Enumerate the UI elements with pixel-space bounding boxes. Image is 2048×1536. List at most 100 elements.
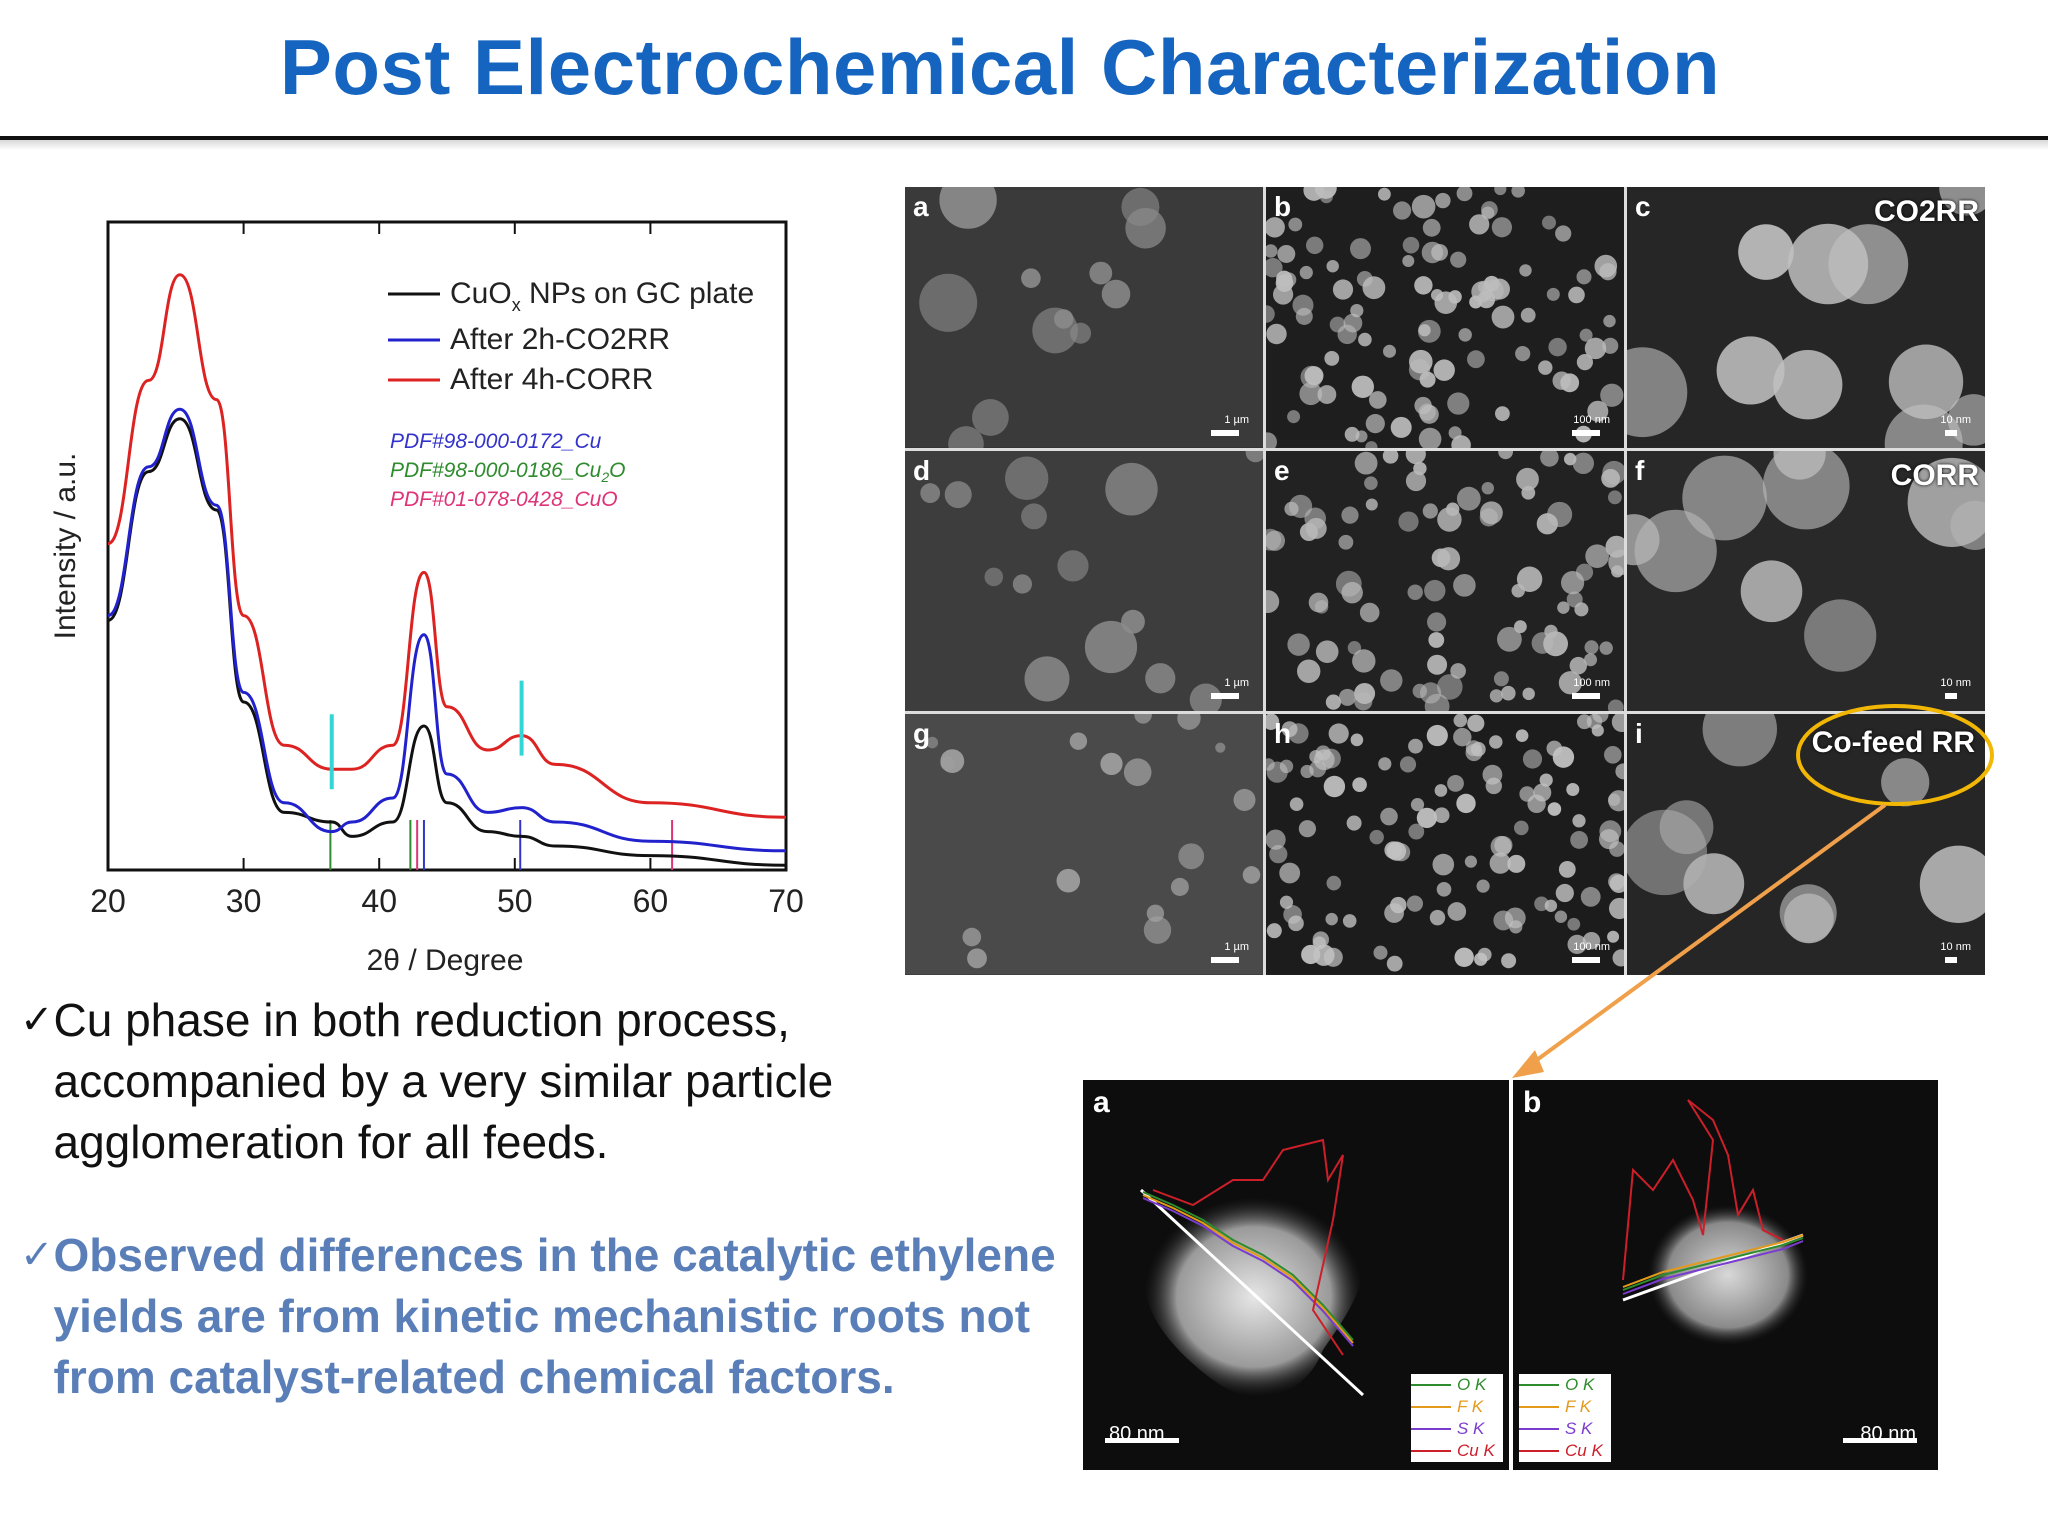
bullet-list: ✓ Cu phase in both reduction process, ac… (20, 990, 1060, 1460)
bullet-text-2: Observed differences in the catalytic et… (53, 1229, 1056, 1403)
series-line-2 (107, 407, 787, 853)
scale-bar (1945, 956, 1957, 963)
x-tick-label: 70 (768, 883, 804, 919)
sem-tile-e: e 100 nm (1266, 450, 1624, 712)
tem-legend: O K F K S K Cu K (1519, 1374, 1611, 1462)
scale-bar (1945, 429, 1957, 436)
scale-label: 100 nm (1573, 413, 1610, 426)
tile-letter: b (1274, 191, 1292, 222)
pdf-ref-cu: PDF#98-000-0172_Cu (390, 430, 602, 453)
title-divider-shadow (0, 140, 2048, 150)
tem-image-a (1105, 1138, 1365, 1443)
legend-cu: Cu K (1411, 1440, 1503, 1462)
tem-legend: O K F K S K Cu K (1411, 1374, 1503, 1462)
tag-co2rr: CO2RR (1873, 195, 1979, 228)
scale-label: 10 nm (1940, 413, 1971, 426)
tem-panel-a: a 80 nm O K F K S K Cu K (1083, 1080, 1509, 1470)
scale-bar (1945, 693, 1957, 700)
tem-letter: a (1093, 1086, 1110, 1119)
sem-tile-c: c CO2RR 10 nm (1627, 187, 1985, 448)
sem-tile-a: a 1 µm (905, 187, 1263, 448)
tem-panel-b: b 80 nm O K F K S K Cu K (1513, 1080, 1938, 1470)
linescan-s (1142, 1197, 1354, 1347)
x-tick-label: 40 (361, 883, 397, 919)
linescan-cu (1152, 1138, 1344, 1356)
scale-label: 100 nm (1573, 940, 1610, 953)
legend-o: O K (1411, 1374, 1503, 1396)
scale-label: 10 nm (1940, 940, 1971, 953)
linescan-line (1139, 1188, 1365, 1397)
tile-letter: f (1635, 454, 1645, 486)
scale-label: 1 µm (1224, 940, 1249, 953)
tem-scale-bar (1105, 1438, 1179, 1443)
title-divider (0, 136, 2048, 140)
sem-texture (1627, 450, 1985, 712)
xrd-chart: 20 30 40 50 60 70 CuOx NPs on GC plate After … (49, 220, 804, 977)
x-tick-label: 50 (497, 883, 533, 919)
scale-label: 1 µm (1224, 677, 1249, 690)
tile-letter: h (1274, 718, 1292, 750)
sem-texture (1627, 187, 1985, 448)
legend-o: O K (1519, 1374, 1611, 1396)
tem-image-b (1622, 1099, 1917, 1443)
legend-label: O K (1457, 1375, 1487, 1394)
tem-scale-label: 80 nm (1109, 1423, 1165, 1445)
arrow-head (1512, 1050, 1544, 1078)
sem-texture (905, 450, 1263, 712)
linescan-f (1622, 1234, 1804, 1288)
pdf-ref-cu2o: PDF#98-000-0186_Cu2O (390, 459, 625, 485)
bullet-item: ✓ Observed differences in the catalytic … (20, 1225, 1060, 1408)
sem-texture (1266, 714, 1624, 975)
sem-tile-d: d 1 µm (905, 450, 1263, 712)
scale-bar (1211, 693, 1239, 700)
tile-letter: c (1635, 191, 1651, 222)
sem-tile-i: i Co-feed RR 10 nm (1627, 714, 1985, 975)
tem-scale-bar (1843, 1438, 1917, 1443)
legend-label: S K (1457, 1419, 1485, 1438)
legend-entry-2: After 2h-CO2RR (450, 323, 670, 356)
scale-label: 10 nm (1940, 677, 1971, 690)
linescan-o (1142, 1191, 1354, 1341)
bullet-item: ✓ Cu phase in both reduction process, ac… (20, 990, 1060, 1173)
linescan-f (1142, 1194, 1354, 1344)
sem-texture (905, 714, 1263, 975)
bullet-text-1: Cu phase in both reduction process, acco… (53, 994, 834, 1168)
x-tick-label: 60 (633, 883, 669, 919)
scale-bar (1211, 429, 1239, 436)
sem-tile-f: f CORR 10 nm (1627, 450, 1985, 712)
legend-label: Cu K (1565, 1441, 1603, 1460)
tile-letter: i (1635, 718, 1643, 750)
linescan-o (1622, 1237, 1804, 1291)
chart-legend: CuOx NPs on GC plate After 2h-CO2RR Afte… (388, 277, 754, 511)
sem-tile-b: b 100 nm (1266, 187, 1624, 448)
scale-label: 100 nm (1573, 677, 1610, 690)
tem-letter: b (1523, 1086, 1542, 1119)
scale-label: 1 µm (1224, 413, 1249, 426)
legend-entry-1: CuOx NPs on GC plate (450, 277, 754, 315)
sem-texture (905, 187, 1263, 448)
linescan-s (1622, 1240, 1804, 1295)
legend-f: F K (1411, 1396, 1503, 1418)
legend-label: O K (1565, 1375, 1595, 1394)
series-line-1 (107, 417, 787, 867)
check-icon: ✓ (20, 998, 54, 1042)
x-axis-label: 2θ / Degree (367, 944, 524, 977)
tile-letter: a (913, 191, 929, 222)
legend-s: S K (1519, 1418, 1611, 1440)
linescan-cu (1622, 1099, 1784, 1281)
tem-scale-label: 80 nm (1860, 1423, 1916, 1445)
legend-s: S K (1411, 1418, 1503, 1440)
y-axis-label: Intensity / a.u. (49, 453, 82, 640)
legend-label: F K (1565, 1397, 1592, 1416)
sem-tile-h: h 100 nm (1266, 714, 1624, 975)
sem-tile-g: g 1 µm (905, 714, 1263, 975)
legend-cu: Cu K (1519, 1440, 1611, 1462)
scale-bar (1572, 693, 1600, 700)
x-tick-label: 20 (90, 883, 126, 919)
tile-letter: d (913, 454, 931, 486)
sem-texture (1266, 187, 1624, 448)
legend-label: Cu K (1457, 1441, 1495, 1460)
x-tick-label: 30 (226, 883, 262, 919)
check-icon: ✓ (20, 1233, 54, 1277)
legend-label: F K (1457, 1397, 1484, 1416)
